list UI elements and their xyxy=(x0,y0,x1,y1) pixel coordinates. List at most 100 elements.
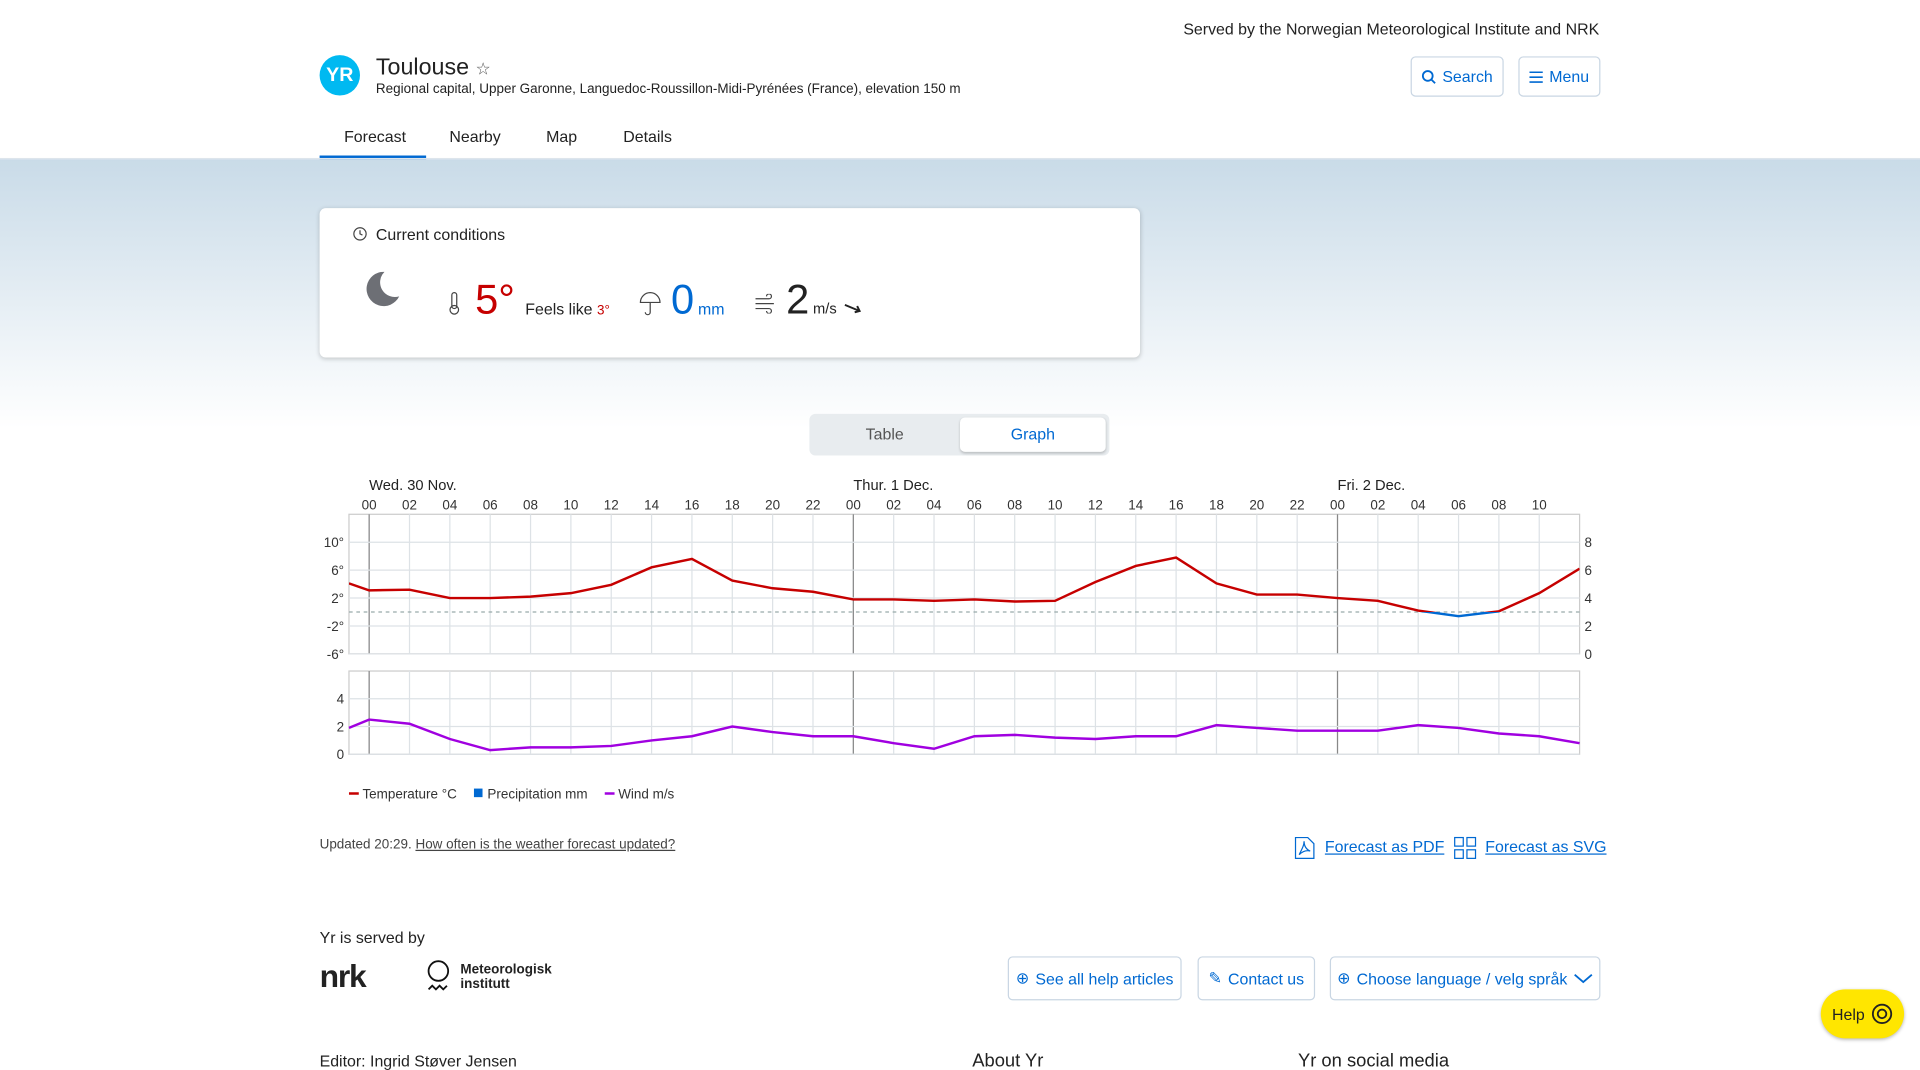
plot-frame xyxy=(348,670,1581,755)
x-tick-label: 04 xyxy=(927,497,942,512)
x-tick-label: 22 xyxy=(805,497,820,512)
logo[interactable]: YR xyxy=(319,55,361,96)
y-tick-label: 6° xyxy=(331,563,344,578)
help-label: Help xyxy=(1831,1004,1865,1024)
met-logo-icon xyxy=(427,960,450,991)
day-label: Thur. 1 Dec. xyxy=(853,478,933,494)
wind-line xyxy=(348,718,1580,752)
moon-icon xyxy=(366,271,400,307)
help-articles-icon: ⊕ xyxy=(1015,968,1030,987)
x-tick-label: 10 xyxy=(1532,497,1547,512)
precipitation-unit: mm xyxy=(697,300,725,319)
wind-speed: 2 xyxy=(786,276,810,324)
menu-button[interactable]: Menu xyxy=(1518,56,1601,97)
help-articles-button[interactable]: ⊕ See all help articles xyxy=(1007,956,1182,1001)
x-tick-label: 22 xyxy=(1290,497,1305,512)
active-tab-indicator xyxy=(319,155,427,160)
search-button[interactable]: Search xyxy=(1410,56,1504,97)
x-tick-label: 18 xyxy=(725,497,740,512)
wind-direction-arrow xyxy=(844,303,862,314)
legend-label: Temperature °C xyxy=(362,786,457,801)
location: Toulouse xyxy=(375,55,470,81)
card-title: Current conditions xyxy=(375,225,506,244)
temperature-line-below-zero xyxy=(1419,612,1501,618)
y-tick-label: 10° xyxy=(324,535,344,550)
clock-icon xyxy=(353,227,367,241)
day-label: Fri. 2 Dec. xyxy=(1338,478,1406,494)
tab[interactable]: Forecast xyxy=(344,127,407,146)
x-tick-label: 04 xyxy=(1411,497,1426,512)
temperature: 5° xyxy=(475,276,515,324)
tab[interactable]: Details xyxy=(623,127,672,146)
feels-like-value: 3° xyxy=(596,303,610,319)
menu-label: Menu xyxy=(1549,67,1590,86)
x-tick-label: 14 xyxy=(644,497,659,512)
contact-label: Contact us xyxy=(1228,969,1305,988)
social-heading: Yr on social media xyxy=(1297,1050,1450,1070)
updated-time: Updated 20:29. xyxy=(319,837,412,853)
chevron-icon xyxy=(1574,973,1593,984)
favorite-star[interactable]: ☆ xyxy=(475,58,491,79)
x-tick-label: 16 xyxy=(684,497,699,512)
view-toggle: Table Graph xyxy=(809,413,1110,456)
x-tick-label: 00 xyxy=(846,497,861,512)
y2-tick-label: 6 xyxy=(1584,563,1591,578)
temperature-line xyxy=(348,556,1580,613)
x-tick-label: 20 xyxy=(765,497,780,512)
table-toggle[interactable]: Table xyxy=(865,424,904,444)
editor: Editor: Ingrid Støver Jensen xyxy=(319,1051,517,1070)
umbrella-icon xyxy=(639,292,661,316)
nrk-logo[interactable]: nrk xyxy=(319,957,367,995)
divider xyxy=(0,157,1920,160)
legend-label: Wind m/s xyxy=(618,786,674,801)
x-tick-label: 10 xyxy=(1048,497,1063,512)
location-description: Regional capital, Upper Garonne, Langued… xyxy=(375,82,961,97)
svg-link[interactable]: Forecast as SVG xyxy=(1485,837,1607,856)
update-help-link[interactable]: How often is the weather forecast update… xyxy=(415,837,676,853)
met-text: Meteorologisk xyxy=(460,962,552,978)
current-conditions-card: Current conditions 5° Feels like 3° 0 mm… xyxy=(319,208,1141,358)
x-tick-label: 18 xyxy=(1209,497,1224,512)
thermometer-icon xyxy=(449,292,460,315)
legend-item: Precipitation mm xyxy=(473,786,588,801)
contact-button[interactable]: ✎ Contact us xyxy=(1197,956,1316,1001)
location-name: Toulouse ☆ xyxy=(376,55,491,82)
x-tick-label: 06 xyxy=(967,497,982,512)
pdf-icon xyxy=(1294,836,1315,859)
pdf-link[interactable]: Forecast as PDF xyxy=(1324,837,1445,856)
met-logo[interactable]: Meteorologisk institutt xyxy=(460,962,551,991)
language-button[interactable]: ⊕ Choose language / velg språk xyxy=(1329,956,1601,1001)
feels-like: Feels like 3° xyxy=(525,300,610,318)
precipitation: 0 xyxy=(671,276,695,324)
x-tick-label: 12 xyxy=(1088,497,1103,512)
tab[interactable]: Map xyxy=(546,127,578,146)
y2-tick-label: 8 xyxy=(1584,535,1591,550)
pencil-icon: ✎ xyxy=(1208,968,1222,987)
x-tick-label: 08 xyxy=(523,497,538,512)
wind-tick-label: 0 xyxy=(337,747,344,762)
x-tick-label: 14 xyxy=(1128,497,1143,512)
x-tick-label: 02 xyxy=(1370,497,1385,512)
legend-swatch xyxy=(473,788,483,798)
x-tick-label: 04 xyxy=(442,497,457,512)
x-tick-label: 00 xyxy=(1330,497,1345,512)
globe-icon: ⊕ xyxy=(1337,968,1351,987)
legend-label: Precipitation mm xyxy=(487,786,587,801)
y-tick-label: 2° xyxy=(331,591,344,606)
legend-item: Wind m/s xyxy=(604,786,675,801)
graph-toggle[interactable]: Graph xyxy=(960,417,1106,452)
wind-icon xyxy=(755,293,774,314)
tab[interactable]: Nearby xyxy=(449,127,501,146)
served-label: Yr is served by xyxy=(319,928,425,947)
help-button[interactable]: Help xyxy=(1820,989,1905,1039)
language-label: Choose language / velg språk xyxy=(1356,969,1568,988)
update-info: Updated 20:29. How often is the weather … xyxy=(320,838,676,853)
y2-tick-label: 2 xyxy=(1584,619,1591,634)
wind-tick-label: 2 xyxy=(337,719,344,734)
x-tick-label: 10 xyxy=(563,497,578,512)
menu-icon xyxy=(1529,70,1544,83)
x-tick-label: 06 xyxy=(483,497,498,512)
x-tick-label: 06 xyxy=(1451,497,1466,512)
wind-unit: m/s xyxy=(813,300,837,318)
